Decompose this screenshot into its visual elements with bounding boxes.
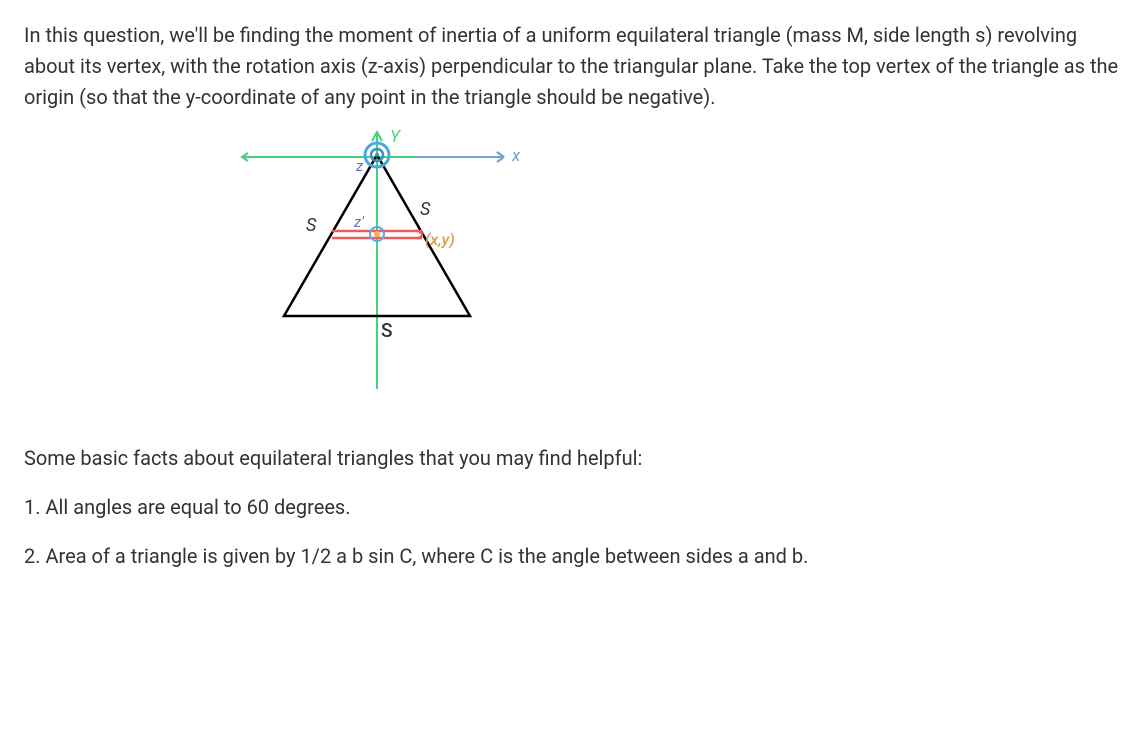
side-label-bottom: S: [381, 319, 393, 342]
triangle-diagram: Y x z z' (x,y) S S S: [204, 129, 1124, 403]
intro-paragraph: In this question, we'll be finding the m…: [24, 20, 1124, 113]
fact-1: 1. All angles are equal to 60 degrees.: [24, 492, 1124, 523]
strip-center-inner: [374, 231, 380, 237]
section-note: Some basic facts about equilateral trian…: [24, 443, 1124, 474]
point-label: (x,y): [425, 230, 455, 249]
z-label-top: z: [355, 157, 364, 175]
side-label-right: S: [420, 199, 431, 220]
fact-2: 2. Area of a triangle is given by 1/2 a …: [24, 541, 1124, 572]
x-axis-label: x: [511, 146, 521, 166]
side-label-left: S: [306, 215, 317, 236]
y-axis-label: Y: [390, 129, 402, 147]
z-label-mid: z': [353, 213, 364, 231]
origin-dot: [375, 153, 379, 157]
